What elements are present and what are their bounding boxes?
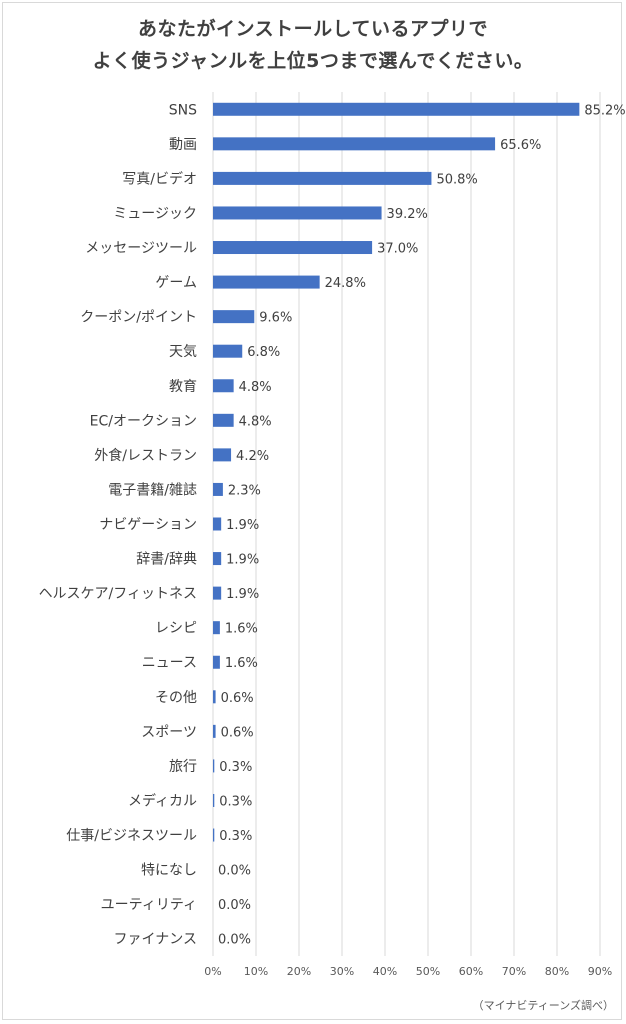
data-label: 37.0% [377,242,418,257]
data-label: 4.2% [236,449,269,464]
category-label: メディカル [128,792,197,809]
data-label: 9.6% [259,311,292,326]
x-tick-label: 50% [416,965,440,978]
data-label: 0.6% [221,725,254,740]
category-label: 旅行 [169,759,197,775]
data-label: 85.2% [584,103,625,118]
bar [213,275,320,289]
category-label: ファイナンス [114,932,197,948]
category-label: 天気 [169,344,197,360]
x-tick-label: 20% [287,965,311,978]
x-tick-label: 70% [502,965,526,978]
data-label: 0.0% [218,933,251,948]
bar [213,690,216,704]
x-tick-label: 0% [204,965,221,978]
data-label: 0.3% [219,794,252,809]
category-label: 動画 [169,137,197,153]
x-tick-label: 80% [545,965,569,978]
category-label: ヘルスケア/フィットネス [39,586,197,602]
bar [213,310,255,324]
data-label: 0.3% [219,760,252,775]
bar [213,621,220,635]
chart-title-line-2: よく使うジャンルを上位5つまで選んでください。 [92,50,534,72]
category-label: レシピ [155,621,197,637]
bar [213,344,243,358]
category-label: 写真/ビデオ [122,170,197,187]
bar [213,448,232,462]
bar [213,171,432,185]
data-label: 0.3% [219,829,252,844]
bar [213,137,496,151]
category-label: メッセージツール [85,241,197,257]
category-label: その他 [155,690,197,706]
data-label: 1.9% [226,587,259,602]
x-tick-label: 90% [588,965,612,978]
data-label: 1.9% [226,553,259,568]
chart-title-line-1: あなたがインストールしているアプリで [137,18,489,40]
bar [213,102,580,116]
category-label: スポーツ [141,724,197,740]
category-label: EC/オークション [90,413,197,429]
data-label: 0.0% [218,864,251,879]
bar [213,206,382,220]
bar [213,724,216,738]
category-label: クーポン/ポイント [80,310,197,326]
bar [213,586,222,600]
bar [213,828,215,842]
source-credit: （マイナビティーンズ調べ） [472,999,614,1012]
category-label: 電子書籍/雑誌 [108,481,197,498]
category-label: 辞書/辞典 [136,552,197,568]
data-label: 1.6% [225,656,258,671]
bar [213,379,234,393]
bar [213,552,222,566]
data-label: 39.2% [387,207,428,222]
category-label: SNS [169,102,197,118]
bar [213,517,222,531]
bar [213,413,234,427]
bar [213,759,215,773]
data-label: 0.0% [218,898,251,913]
x-tick-label: 30% [330,965,354,978]
data-label: 2.3% [228,483,261,498]
data-label: 24.8% [325,276,366,291]
data-label: 50.8% [436,172,477,187]
x-tick-label: 40% [373,965,397,978]
x-tick-label: 60% [459,965,483,978]
category-label: 教育 [169,379,197,395]
data-label: 4.8% [239,414,272,429]
category-label: ゲーム [155,275,197,291]
bar [213,655,220,669]
category-label: 仕事/ビジネスツール [66,828,197,844]
data-label: 4.8% [239,380,272,395]
category-label: 外食/レストラン [94,447,197,464]
category-label: ユーティリティ [101,897,197,913]
data-label: 65.6% [500,138,541,153]
category-label: ミュージック [113,206,197,222]
data-label: 1.9% [226,518,259,533]
bar [213,241,373,255]
data-label: 1.6% [225,622,258,637]
x-tick-label: 10% [244,965,268,978]
data-label: 6.8% [247,345,280,360]
category-label: 特になし [141,863,197,879]
data-label: 0.6% [221,691,254,706]
bar [213,482,223,496]
bar [213,793,215,807]
category-label: ナビゲーション [99,517,197,533]
category-label: ニュース [142,655,197,671]
